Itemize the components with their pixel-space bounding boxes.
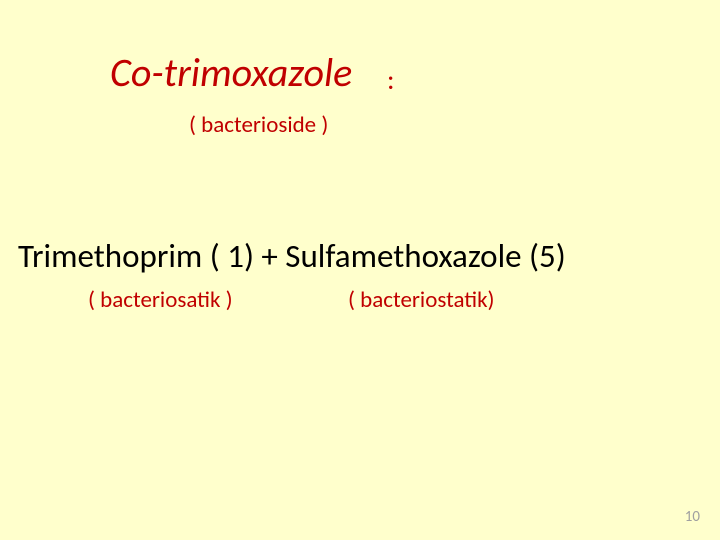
note-left: ( bacteriosatik ) [88,286,233,314]
note-right: ( bacteriostatik) [348,286,495,314]
slide-title: Co-trimoxazole [110,48,352,97]
page-number: 10 [685,508,700,526]
slide-title-colon: : [387,62,395,97]
slide-subtitle: ( bacterioside ) [189,111,328,139]
formula-text: Trimethoprim ( 1) + Sulfamethoxazole (5) [18,236,566,276]
